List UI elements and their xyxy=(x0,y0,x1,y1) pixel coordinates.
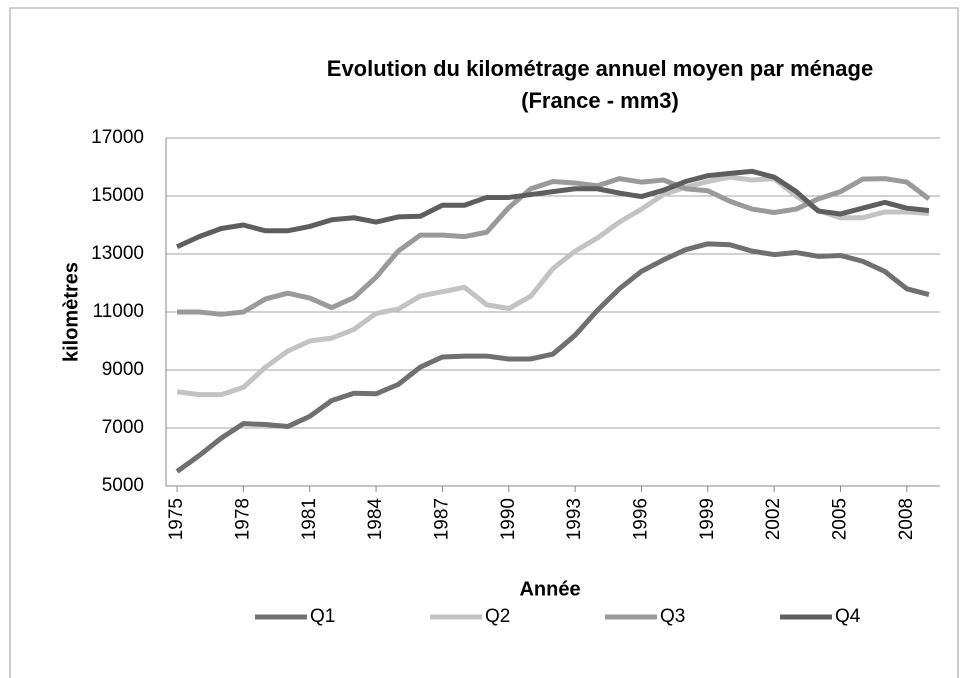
data-line xyxy=(176,168,930,250)
chart-title: Evolution du kilométrage annuel moyen pa… xyxy=(327,56,873,81)
y-tick-label: 17000 xyxy=(91,127,144,148)
y-axis-title: kilomètres xyxy=(60,262,82,362)
y-tick-label: 9000 xyxy=(102,359,144,380)
x-tick-label: 1999 xyxy=(697,498,718,540)
x-tick-label: 1984 xyxy=(365,498,386,541)
x-tick-label: 1987 xyxy=(431,498,452,540)
y-tick-label: 7000 xyxy=(102,417,144,438)
x-tick-label: 2005 xyxy=(830,498,851,540)
y-tick-label: 11000 xyxy=(93,301,144,322)
x-tick-label: 1975 xyxy=(166,498,187,540)
x-tick-label: 2002 xyxy=(763,498,784,540)
x-axis-title: Année xyxy=(519,578,580,600)
chart-title: (France - mm3) xyxy=(521,88,679,113)
y-tick-label: 5000 xyxy=(102,475,144,496)
y-tick-label: 13000 xyxy=(91,243,144,264)
x-tick-label: 1990 xyxy=(498,498,519,540)
x-tick-label: 1981 xyxy=(299,498,320,540)
x-tick-label: 1993 xyxy=(564,498,585,540)
legend-label: Q1 xyxy=(310,606,335,627)
chart-frame xyxy=(9,7,959,678)
y-tick-label: 15000 xyxy=(91,185,144,206)
x-tick-label: 2008 xyxy=(896,498,917,540)
data-line xyxy=(177,176,931,317)
x-tick-label: 1978 xyxy=(232,498,253,540)
legend-label: Q3 xyxy=(660,606,685,627)
legend-label: Q2 xyxy=(485,606,510,627)
legend-label: Q4 xyxy=(835,606,861,627)
data-line xyxy=(175,241,930,474)
x-tick-label: 1996 xyxy=(630,498,651,540)
